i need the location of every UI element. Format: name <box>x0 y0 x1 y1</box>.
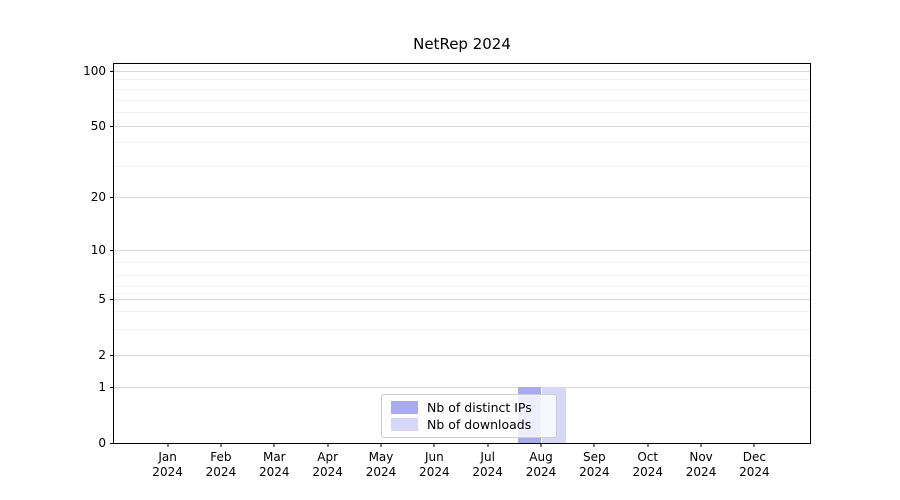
y-tick-label: 10 <box>90 242 106 257</box>
legend-label: Nb of distinct IPs <box>427 399 532 415</box>
y-tick-label: 1 <box>98 380 106 395</box>
major-gridline <box>114 249 810 251</box>
x-tick-label: Aug 2024 <box>526 450 557 480</box>
x-tick-month: Jun <box>424 450 444 464</box>
x-tick-mark <box>540 443 542 447</box>
x-tick-mark <box>220 443 222 447</box>
x-tick-label: May 2024 <box>366 450 397 480</box>
x-tick-month: Aug <box>529 450 553 464</box>
x-tick-label: Nov 2024 <box>686 450 717 480</box>
minor-gridline <box>114 262 810 264</box>
y-tick-mark <box>110 387 114 389</box>
x-tick-month: Dec <box>742 450 767 464</box>
y-tick-label: 0 <box>98 436 106 450</box>
major-gridline <box>114 387 810 389</box>
legend-swatch <box>391 400 418 414</box>
x-tick-year: 2024 <box>739 465 770 479</box>
plot-area: 0 1 2 5 10 20 50 100 Jan 2024 Feb 2024 Mar 2024 Apr 20… <box>83 63 811 479</box>
major-gridline <box>114 355 810 357</box>
chart-title: NetRep 2024 <box>413 35 511 53</box>
major-gridline <box>114 126 810 128</box>
x-tick-year: 2024 <box>365 465 397 479</box>
y-tick-mark <box>110 299 114 301</box>
minor-gridline <box>114 311 810 313</box>
legend: Nb of distinct IPs Nb of downloads <box>381 394 557 438</box>
x-tick-mark <box>380 443 382 447</box>
x-tick-year: 2024 <box>152 465 183 479</box>
major-gridline <box>114 299 810 301</box>
x-tick-mark <box>647 443 649 447</box>
x-tick-year: 2024 <box>579 465 610 479</box>
x-tick-mark <box>167 443 169 447</box>
minor-gridline <box>114 165 810 167</box>
x-tick-year: 2024 <box>632 465 663 479</box>
major-gridline <box>114 70 810 72</box>
x-tick-month: Apr <box>317 450 339 464</box>
x-tick-label: Jun 2024 <box>419 450 450 480</box>
x-tick-year: 2024 <box>259 465 290 479</box>
x-tick-year: 2024 <box>525 465 557 479</box>
x-tick-label: Sep 2024 <box>579 450 610 480</box>
x-tick-year: 2024 <box>419 465 450 479</box>
minor-gridline <box>114 329 810 331</box>
minor-gridline <box>114 89 810 90</box>
minor-gridline <box>114 142 810 144</box>
x-tick-mark <box>700 443 702 447</box>
x-tick-year: 2024 <box>685 465 717 479</box>
minor-gridline <box>114 112 810 114</box>
x-tick-month: May <box>368 450 394 464</box>
y-tick-label: 20 <box>90 189 106 204</box>
y-tick-mark <box>110 249 114 251</box>
minor-gridline <box>114 79 810 81</box>
legend-item: Nb of downloads <box>391 417 547 432</box>
x-tick-mark <box>433 443 435 447</box>
x-tick-year: 2024 <box>205 465 237 479</box>
y-tick-label: 2 <box>98 348 106 363</box>
y-tick-label: 5 <box>98 292 106 307</box>
x-tick-label: Jul 2024 <box>472 450 503 480</box>
x-tick-mark <box>327 443 329 447</box>
x-tick-mark <box>273 443 275 447</box>
x-tick-label: Mar 2024 <box>259 450 290 480</box>
x-tick-month: Jul <box>480 450 495 464</box>
minor-gridline <box>114 292 810 294</box>
x-tick-year: 2024 <box>312 465 343 479</box>
major-gridline <box>114 196 810 198</box>
x-tick-month: Sep <box>583 450 606 464</box>
minor-gridline <box>114 99 810 101</box>
y-tick-mark <box>110 196 114 198</box>
x-tick-label: Apr 2024 <box>312 450 343 480</box>
y-tick-label: 50 <box>90 119 106 134</box>
x-tick-month: Mar <box>262 450 286 464</box>
x-tick-label: Feb 2024 <box>206 450 237 480</box>
legend-swatch <box>391 418 418 432</box>
legend-label: Nb of downloads <box>427 417 532 433</box>
y-tick-mark <box>110 443 114 444</box>
x-tick-label: Dec 2024 <box>739 450 770 480</box>
x-tick-mark <box>593 443 595 447</box>
x-tick-month: Feb <box>210 450 232 464</box>
legend-item: Nb of distinct IPs <box>391 400 547 415</box>
y-tick-label: 100 <box>83 63 106 78</box>
y-tick-mark <box>110 126 114 128</box>
y-tick-mark <box>110 355 114 357</box>
x-tick-label: Jan 2024 <box>152 450 183 480</box>
x-tick-month: Nov <box>689 450 713 464</box>
x-tick-mark <box>487 443 489 447</box>
x-tick-mark <box>753 443 755 447</box>
y-tick-mark <box>110 70 114 72</box>
minor-gridline <box>114 274 810 276</box>
x-tick-month: Jan <box>158 450 177 464</box>
x-tick-label: Oct 2024 <box>632 450 663 480</box>
x-tick-year: 2024 <box>472 465 503 479</box>
x-tick-month: Oct <box>637 450 659 464</box>
minor-gridline <box>114 286 810 288</box>
